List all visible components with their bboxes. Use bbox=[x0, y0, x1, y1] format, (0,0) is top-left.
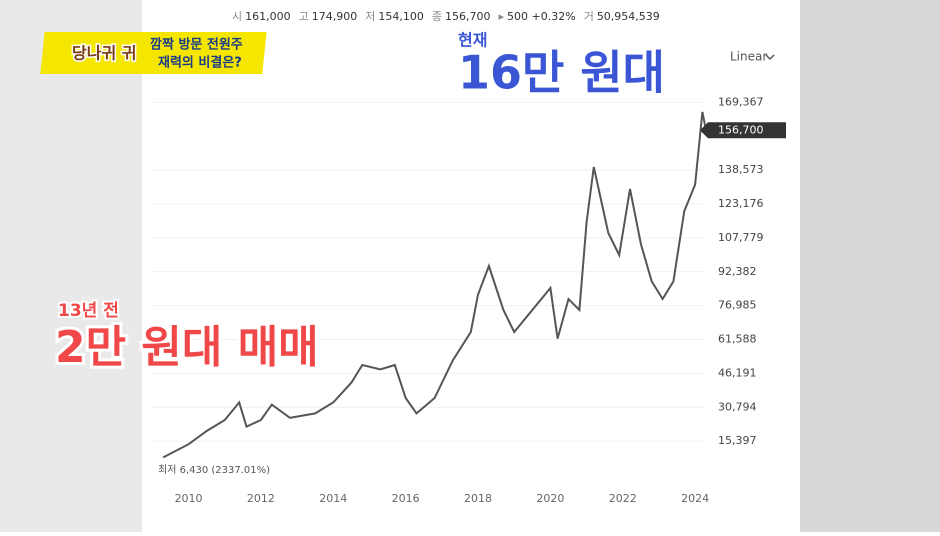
y-tick-label: 123,176 bbox=[718, 197, 764, 210]
y-tick-label: 46,191 bbox=[718, 366, 757, 379]
y-tick-label: 92,382 bbox=[718, 265, 757, 278]
min-label: 최저 6,430 (2337.01%) bbox=[158, 464, 270, 476]
stat-label: ▸ bbox=[499, 10, 505, 23]
stat-value: 161,000 bbox=[245, 10, 291, 23]
stat-value: 50,954,539 bbox=[597, 10, 660, 23]
caption-big: 16만 원대 bbox=[458, 46, 665, 100]
dropdown-chevron[interactable] bbox=[765, 54, 775, 61]
y-tick-label: 169,367 bbox=[718, 95, 764, 108]
logo-caption: 깜짝 방문 전원주 bbox=[150, 37, 243, 53]
x-tick-label: 2016 bbox=[392, 492, 420, 505]
side-blur bbox=[800, 0, 940, 532]
x-tick-label: 2018 bbox=[464, 492, 492, 505]
stat-label: 저 bbox=[365, 10, 375, 23]
scale-toggle[interactable]: Linear bbox=[730, 50, 767, 64]
x-tick-label: 2012 bbox=[247, 492, 275, 505]
current-tag bbox=[700, 122, 786, 139]
y-tick-label: 61,588 bbox=[718, 333, 757, 346]
header: 시 161,000 고 174,900 저 154,100 종 156,700 ▸ 500 +0.… bbox=[232, 10, 660, 23]
logo-caption: 재력의 비결은? bbox=[158, 55, 242, 71]
x-tick-label: 2020 bbox=[536, 492, 564, 505]
logo-title: 당나귀 귀 bbox=[72, 44, 136, 63]
x-tick-label: 2024 bbox=[681, 492, 709, 505]
x-tick-label: 2022 bbox=[609, 492, 637, 505]
logo-box bbox=[40, 32, 267, 74]
stat-value: 500 +0.32% bbox=[507, 10, 576, 23]
caption-small: 현재 bbox=[458, 31, 487, 50]
caption-small: 13년 전 bbox=[58, 301, 119, 321]
stat-value: 156,700 bbox=[445, 10, 491, 23]
stat-value: 174,900 bbox=[312, 10, 358, 23]
y-tick-label: 15,397 bbox=[718, 434, 757, 447]
stat-value: 154,100 bbox=[378, 10, 424, 23]
chart-panel bbox=[142, 0, 800, 532]
x-tick-label: 2014 bbox=[319, 492, 347, 505]
y-tick-label: 138,573 bbox=[718, 163, 764, 176]
stat-label: 시 bbox=[232, 10, 242, 23]
stat-label: 고 bbox=[299, 10, 309, 23]
current-label: 156,700 bbox=[718, 123, 764, 136]
caption-big: 2만 원대 매매 bbox=[55, 322, 319, 373]
stat-label: 거 bbox=[584, 10, 594, 23]
y-tick-label: 76,985 bbox=[718, 299, 757, 312]
stat-label: 종 bbox=[432, 10, 442, 23]
y-tick-label: 107,779 bbox=[718, 231, 764, 244]
y-tick-label: 30,794 bbox=[718, 400, 757, 413]
plot: 15,397 30,794 46,191 61,588 76,985 92,382 107,… bbox=[150, 95, 786, 505]
x-tick-label: 2010 bbox=[175, 492, 203, 505]
price-line bbox=[162, 111, 707, 459]
